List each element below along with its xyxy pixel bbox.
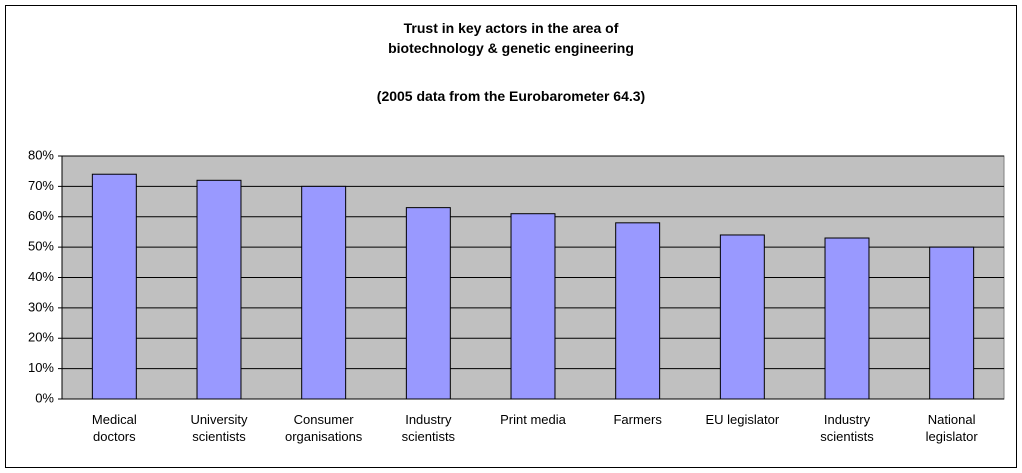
- y-tick-label: 80%: [28, 147, 54, 162]
- bar: [719, 234, 765, 400]
- x-tick-label: Farmers: [613, 412, 662, 427]
- y-tick-label: 0%: [35, 390, 54, 405]
- x-tick-label: Industry scientists: [820, 412, 874, 444]
- bar: [510, 213, 556, 400]
- chart-title: Trust in key actors in the area of biote…: [388, 20, 634, 56]
- bar: [301, 185, 347, 400]
- y-tick-label: 10%: [28, 360, 54, 375]
- y-tick-label: 30%: [28, 299, 54, 314]
- bar: [196, 179, 242, 400]
- y-tick-label: 60%: [28, 208, 54, 223]
- x-tick-label: National legislator: [925, 412, 978, 444]
- x-tick-label: Consumer organisations: [284, 412, 363, 444]
- bar: [405, 207, 451, 400]
- x-tick-label: University scientists: [190, 412, 248, 444]
- bar: [824, 237, 870, 400]
- x-tick-label: Medical doctors: [91, 412, 137, 444]
- y-tick-label: 50%: [28, 239, 54, 254]
- y-tick-label: 20%: [28, 330, 54, 345]
- y-tick-label: 70%: [28, 178, 54, 193]
- x-tick-label: EU legislator: [705, 412, 780, 427]
- x-tick-label: Print media: [500, 412, 566, 427]
- x-tick-label: Industry scientists: [401, 412, 456, 444]
- bar: [91, 173, 137, 400]
- y-tick-label: 40%: [28, 269, 54, 284]
- bar: [615, 222, 661, 400]
- chart-subtitle: (2005 data from the Eurobarometer 64.3): [376, 88, 646, 104]
- bar: [929, 246, 975, 400]
